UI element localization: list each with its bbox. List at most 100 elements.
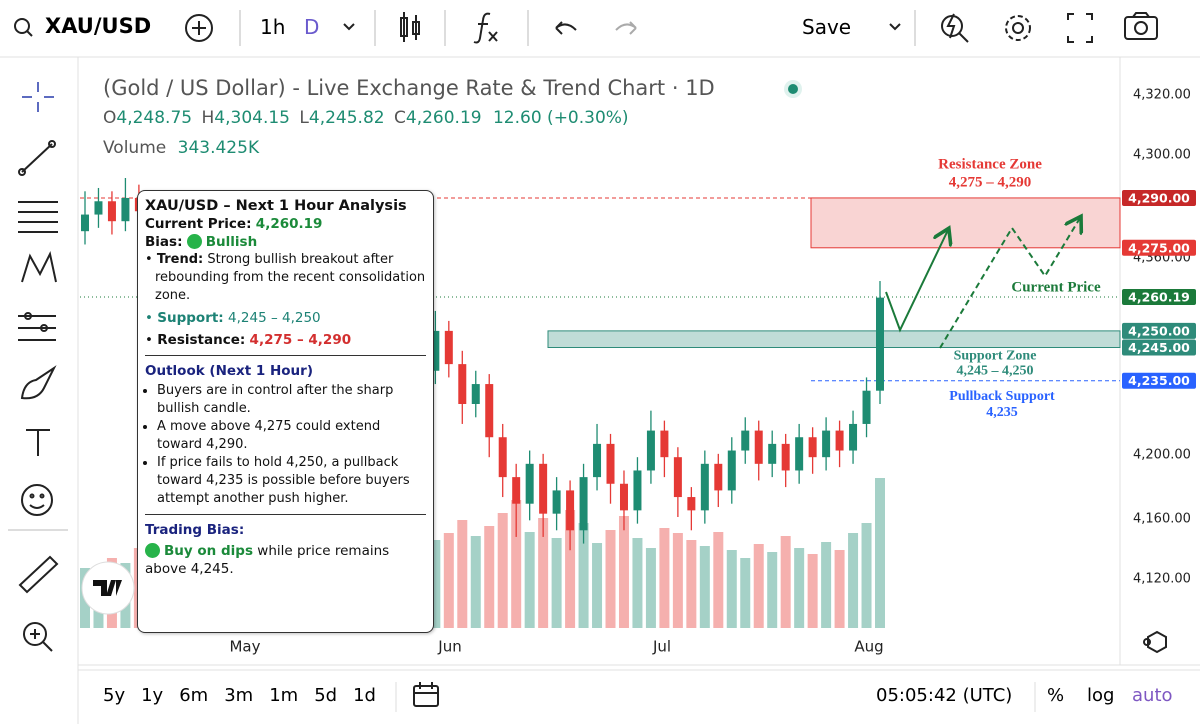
outlook-item: Buyers are in control after the sharp bu… (157, 382, 426, 418)
volume-bar (848, 533, 859, 628)
volume-bar (861, 523, 872, 628)
candle-body (566, 490, 575, 531)
price-tag-label: 4,290.00 (1128, 190, 1190, 205)
symbol[interactable]: XAU/USD (45, 14, 152, 38)
settings-icon[interactable] (1005, 15, 1031, 41)
interval-type[interactable]: D (304, 15, 320, 39)
bias-dot (145, 543, 160, 558)
price-tag (1122, 339, 1196, 356)
support-zone (547, 330, 1121, 349)
brush-tool[interactable] (20, 365, 57, 400)
resistance-zone (810, 197, 1121, 249)
candle-type-icon[interactable] (400, 12, 420, 42)
volume-bar (565, 510, 576, 628)
candle-body (781, 443, 790, 471)
volume-value: 343.425K (177, 138, 260, 158)
price-tag-label: 4,235.00 (1128, 373, 1190, 388)
ohlc-value: 4,248.75 (116, 108, 193, 128)
volume-bar (632, 538, 643, 628)
ohlc-value: 4,245.82 (308, 108, 385, 128)
zoom-tool[interactable] (23, 622, 53, 652)
trading-bias-title: Trading Bias: (145, 522, 245, 538)
candle-body (512, 477, 521, 504)
candle-body (485, 384, 494, 438)
volume-bar (740, 558, 751, 628)
candle-body (714, 463, 723, 491)
candle-body (727, 450, 736, 491)
calendar-icon[interactable] (413, 682, 439, 707)
auto-toggle[interactable]: auto (1132, 685, 1173, 706)
candle-body (431, 330, 440, 371)
price-axis-label: 4,200.00 (1133, 448, 1191, 463)
candle-body (849, 423, 858, 451)
candle-body (444, 330, 453, 365)
range-button[interactable]: 1m (269, 685, 299, 706)
range-button[interactable]: 1y (141, 685, 164, 706)
label: Support: (157, 310, 224, 326)
price-axis-label: 4,320.00 (1133, 88, 1191, 103)
save-dropdown[interactable] (889, 23, 901, 31)
volume-bar (538, 518, 549, 628)
volume-legend: Volume 343.425K (103, 138, 259, 158)
volume-bar (497, 513, 508, 628)
volume-bar (645, 548, 656, 628)
candle-body (539, 463, 548, 514)
indicator-icon[interactable] (473, 12, 498, 44)
emoji-tool[interactable] (21, 484, 53, 516)
trendline-tool[interactable] (18, 140, 56, 176)
divider (145, 514, 426, 515)
interval[interactable]: 1h (260, 15, 286, 39)
time-axis-label: Jul (652, 638, 671, 656)
volume-bar (470, 536, 481, 628)
fib-tool[interactable] (18, 201, 58, 233)
save-button[interactable]: Save (802, 15, 852, 39)
annotations-layer: Resistance Zone 4,275 – 4,290 Current Pric… (938, 156, 1101, 420)
range-button[interactable]: 3m (224, 685, 254, 706)
annotation: Resistance Zone (938, 156, 1042, 172)
volume-bar (834, 550, 845, 628)
volume-bar (672, 533, 683, 628)
search-icon[interactable] (14, 18, 30, 34)
label: Trend: (156, 252, 204, 267)
ohlc-label: C (394, 108, 406, 128)
log-toggle[interactable]: log (1087, 685, 1115, 706)
ruler-tool[interactable] (18, 555, 59, 594)
candle-body (94, 201, 103, 215)
price-tag-label: 4,250.00 (1128, 323, 1190, 338)
pattern-tool[interactable] (21, 251, 57, 283)
bullish-arrow (885, 230, 948, 333)
alert-icon[interactable] (941, 13, 969, 43)
range-button[interactable]: 6m (179, 685, 209, 706)
annotation: Current Price (1011, 279, 1101, 295)
range-button[interactable]: 5d (314, 685, 338, 706)
axis-settings-dot (1143, 638, 1151, 646)
status-dot (784, 80, 802, 98)
tv-logo (81, 561, 135, 615)
candle-body (81, 214, 89, 232)
percent-toggle[interactable]: % (1047, 685, 1065, 706)
interval-dropdown[interactable] (343, 23, 355, 31)
candle-body (741, 430, 750, 451)
current-price: 4,260.19 (255, 216, 323, 232)
undo-icon[interactable] (555, 21, 577, 35)
text-tool[interactable] (26, 429, 50, 456)
range-button[interactable]: 5y (103, 685, 126, 706)
prediction-tool[interactable] (18, 312, 56, 341)
price-tag-label: 4,260.19 (1128, 290, 1190, 305)
outlook-item: A move above 4,275 could extend toward 4… (157, 418, 426, 454)
redo-icon[interactable] (615, 21, 637, 35)
fullscreen-icon[interactable] (1067, 13, 1093, 43)
crosshair-tool[interactable] (22, 82, 54, 112)
annotation: 4,275 – 4,290 (949, 174, 1032, 190)
range-button[interactable]: 1d (353, 685, 376, 706)
ohlc-label: O (103, 108, 117, 128)
camera-icon[interactable] (1124, 12, 1158, 40)
add-icon[interactable] (185, 14, 213, 42)
label: Resistance: (157, 332, 246, 348)
bias-dot (186, 234, 202, 249)
candle-body (525, 463, 534, 504)
axis-settings-icon[interactable] (1147, 630, 1167, 654)
label: Bias: (145, 234, 183, 250)
volume-bar (457, 520, 468, 628)
volume-bar (686, 540, 697, 628)
